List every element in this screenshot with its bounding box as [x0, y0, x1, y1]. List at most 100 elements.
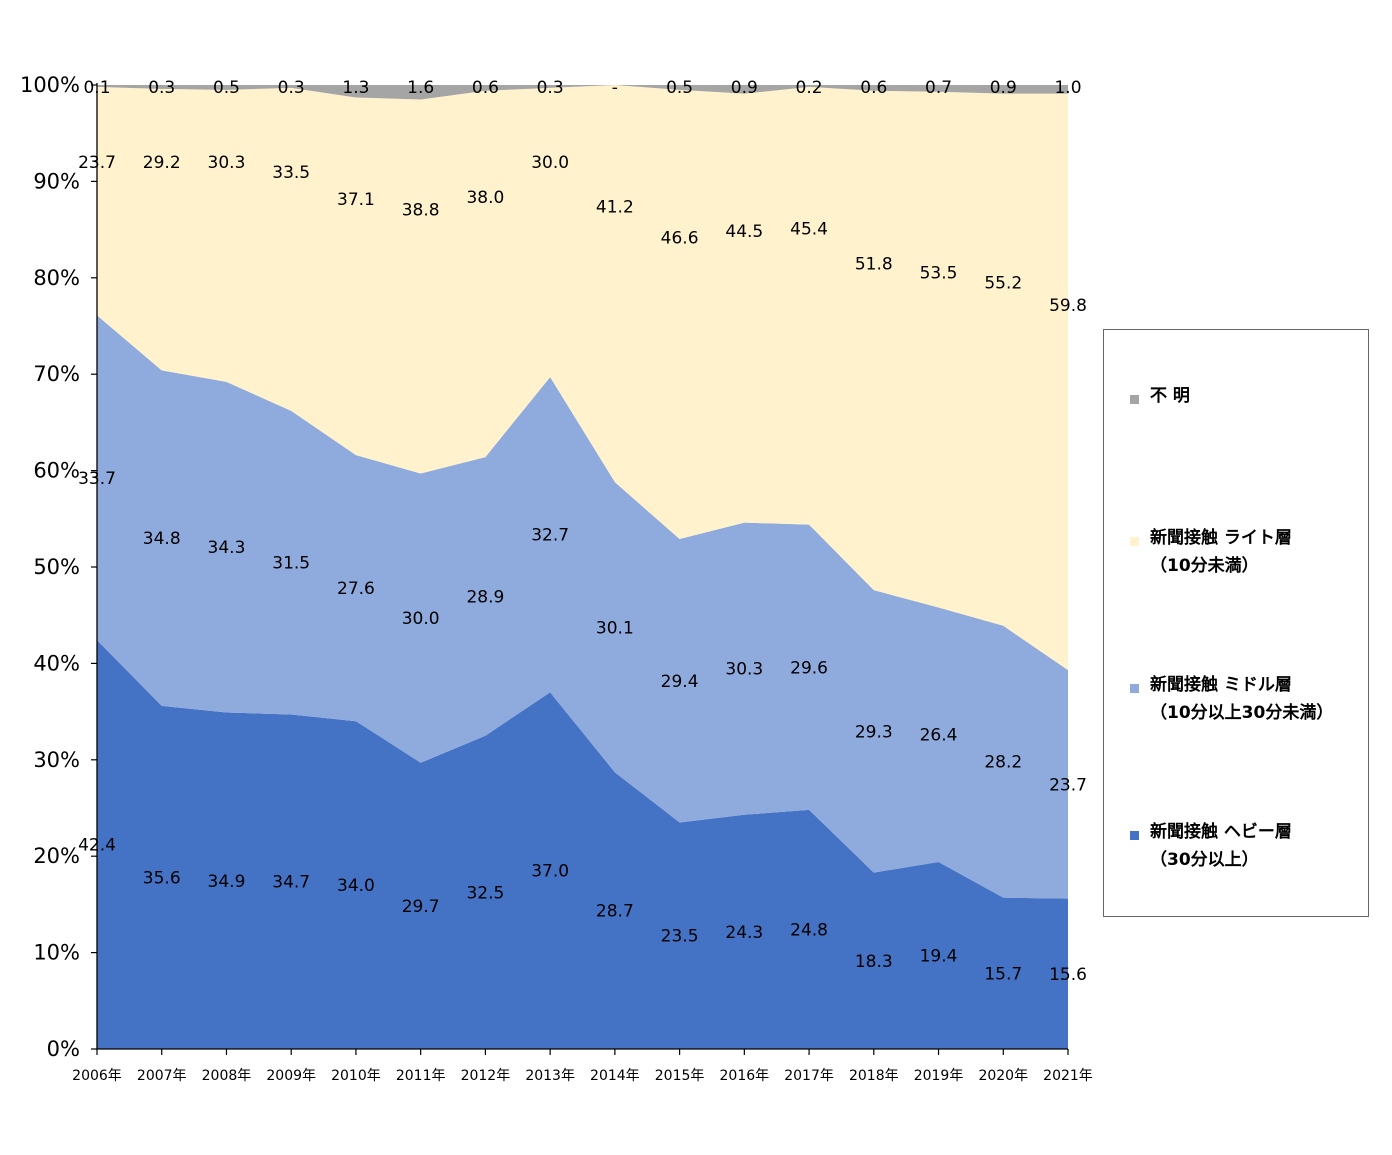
legend-label-unknown: 不 明	[1150, 382, 1190, 410]
y-tick-label: 10%	[33, 941, 80, 965]
data-label-heavy: 23.5	[661, 927, 699, 947]
x-tick-label: 2012年	[461, 1068, 511, 1084]
y-tick-label: 40%	[33, 651, 80, 675]
y-tick-label: 30%	[33, 748, 80, 772]
x-tick-label: 2008年	[202, 1068, 252, 1084]
y-tick-label: 20%	[33, 844, 80, 868]
data-label-middle: 32.7	[531, 526, 569, 546]
legend-item-middle: 新聞接触 ミドル層 （10分以上30分未満）	[1130, 675, 1333, 727]
data-label-middle: 30.1	[596, 618, 634, 638]
data-label-unknown: 0.3	[278, 78, 305, 98]
data-label-unknown: 0.7	[925, 78, 952, 98]
x-tick-label: 2020年	[978, 1068, 1028, 1084]
y-tick-label: 70%	[33, 362, 80, 386]
x-tick-label: 2018年	[849, 1068, 899, 1084]
x-tick-label: 2014年	[590, 1068, 640, 1084]
legend-label-line: （10分未満）	[1150, 556, 1259, 576]
x-tick-label: 2016年	[720, 1068, 770, 1084]
data-label-middle: 26.4	[920, 726, 958, 746]
data-label-heavy: 34.7	[272, 873, 310, 893]
data-label-unknown: 0.6	[472, 78, 499, 98]
data-label-heavy: 34.0	[337, 876, 375, 896]
legend-swatch-unknown	[1130, 395, 1139, 404]
x-tick-label: 2015年	[655, 1068, 705, 1084]
legend-swatch-heavy	[1130, 831, 1139, 840]
data-label-unknown: 0.6	[860, 78, 887, 98]
data-label-light: 55.2	[984, 274, 1022, 294]
data-label-middle: 29.3	[855, 722, 893, 742]
data-label-heavy: 34.9	[208, 872, 246, 892]
data-label-light: 38.0	[466, 188, 504, 208]
data-label-light: 33.5	[272, 163, 310, 183]
data-label-light: 59.8	[1049, 296, 1087, 316]
data-label-middle: 33.7	[78, 469, 116, 489]
data-label-light: 37.1	[337, 190, 375, 210]
data-label-heavy: 15.6	[1049, 965, 1087, 985]
data-label-middle: 34.8	[143, 529, 181, 549]
data-label-light: 30.3	[208, 153, 246, 173]
x-tick-label: 2017年	[784, 1068, 834, 1084]
legend-swatch-middle	[1130, 684, 1139, 693]
y-tick-label: 90%	[33, 169, 80, 193]
data-label-unknown: -	[612, 78, 618, 98]
legend-label-line: 新聞接触 ヘビー層	[1150, 822, 1292, 842]
data-label-heavy: 19.4	[920, 946, 958, 966]
y-tick-label: 50%	[33, 555, 80, 579]
legend-label-heavy: 新聞接触 ヘビー層 （30分以上）	[1150, 818, 1292, 874]
data-label-unknown: 0.2	[796, 78, 823, 98]
x-tick-label: 2009年	[266, 1068, 316, 1084]
data-label-light: 23.7	[78, 153, 116, 173]
legend-label-line: （30分以上）	[1150, 850, 1259, 870]
data-label-middle: 27.6	[337, 579, 375, 599]
area-light	[97, 85, 1068, 671]
data-label-unknown: 0.9	[990, 78, 1017, 98]
data-label-middle: 29.6	[790, 658, 828, 678]
data-label-heavy: 37.0	[531, 862, 569, 882]
x-tick-label: 2011年	[396, 1068, 446, 1084]
area-layers	[97, 85, 1068, 1049]
legend-label-light: 新聞接触 ライト層 （10分未満）	[1150, 524, 1292, 580]
data-labels: 42.4 35.6 34.9 34.7 34.0 29.7 32.5 37.0 28.7 23.5…	[78, 78, 1087, 985]
data-label-middle: 34.3	[208, 538, 246, 558]
legend-item-unknown: 不 明	[1130, 386, 1190, 410]
data-label-light: 38.8	[402, 200, 440, 220]
area-middle	[97, 315, 1068, 899]
x-tick-label: 2006年	[72, 1068, 122, 1084]
y-tick-label: 0%	[47, 1037, 80, 1061]
axes	[91, 83, 1069, 1055]
data-label-light: 29.2	[143, 153, 181, 173]
x-tick-label: 2021年	[1043, 1068, 1093, 1084]
data-label-middle: 23.7	[1049, 775, 1087, 795]
y-tick-label: 80%	[33, 266, 80, 290]
legend-label-line: （10分以上30分未満）	[1150, 703, 1334, 723]
data-label-middle: 28.9	[466, 587, 504, 607]
legend-item-light: 新聞接触 ライト層 （10分未満）	[1130, 528, 1292, 580]
y-tick-label: 60%	[33, 459, 80, 483]
data-label-light: 45.4	[790, 220, 828, 240]
data-label-heavy: 15.7	[984, 964, 1022, 984]
data-label-heavy: 42.4	[78, 836, 116, 856]
data-label-unknown: 1.3	[342, 78, 369, 98]
legend: 不 明新聞接触 ライト層 （10分未満） 新聞接触 ミドル層 （10分以上30分未満）…	[1103, 329, 1369, 917]
data-label-unknown: 0.3	[537, 78, 564, 98]
data-label-unknown: 0.9	[731, 78, 758, 98]
data-label-middle: 30.3	[725, 660, 763, 680]
legend-label-middle: 新聞接触 ミドル層 （10分以上30分未満）	[1150, 671, 1333, 727]
data-label-light: 44.5	[725, 222, 763, 242]
data-label-heavy: 32.5	[466, 883, 504, 903]
x-tick-label: 2019年	[914, 1068, 964, 1084]
data-label-light: 30.0	[531, 153, 569, 173]
data-label-light: 51.8	[855, 254, 893, 274]
area-unknown	[97, 85, 1068, 100]
x-tick-label: 2013年	[525, 1068, 575, 1084]
data-label-light: 41.2	[596, 197, 634, 217]
x-tick-label: 2010年	[331, 1068, 381, 1084]
legend-swatch-light	[1130, 537, 1139, 546]
area-heavy	[97, 640, 1068, 1049]
data-label-heavy: 18.3	[855, 952, 893, 972]
x-tick-labels: 2006年 2007年 2008年 2009年 2010年 2011年 2012年 2013年…	[72, 1068, 1093, 1084]
data-label-unknown: 0.1	[83, 78, 110, 98]
data-label-heavy: 29.7	[402, 897, 440, 917]
data-label-unknown: 1.6	[407, 78, 434, 98]
